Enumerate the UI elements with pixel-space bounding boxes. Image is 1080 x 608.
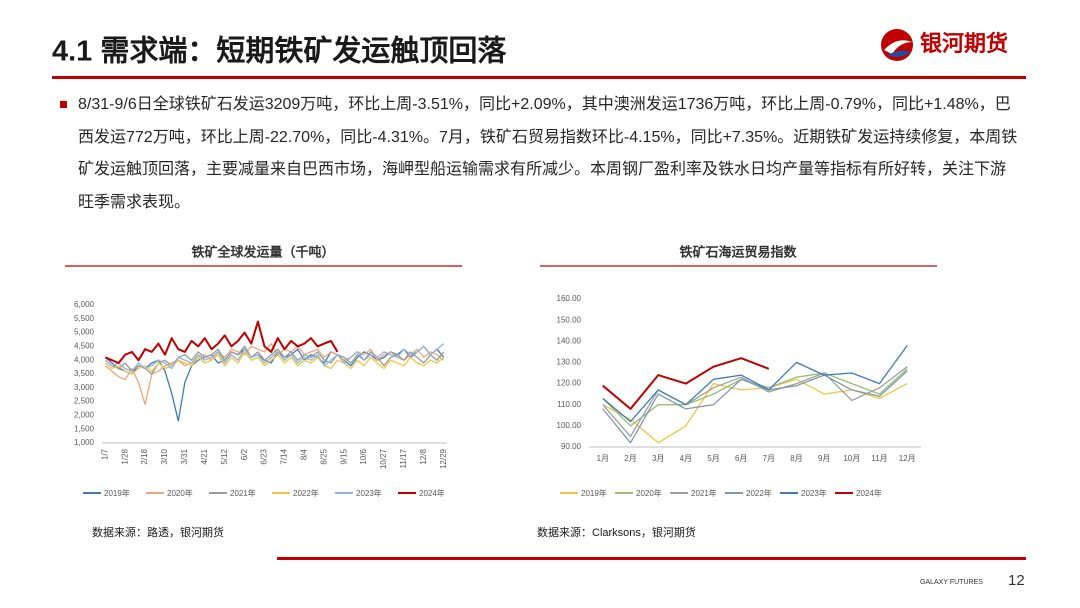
- legend-label: 2021年: [691, 488, 717, 498]
- x-tick-label: 12/29: [439, 448, 448, 469]
- legend-label: 2022年: [293, 488, 319, 498]
- x-tick-label: 5月: [707, 454, 719, 463]
- x-tick-label: 8/4: [299, 448, 308, 460]
- y-tick-label: 5,000: [74, 328, 95, 337]
- x-tick-label: 6月: [735, 454, 747, 463]
- y-tick-label: 2,500: [74, 397, 95, 406]
- series-line: [104, 320, 339, 364]
- x-tick-label: 9月: [818, 454, 830, 463]
- y-tick-label: 100.00: [557, 421, 582, 430]
- x-tick-label: 2/18: [140, 448, 149, 464]
- x-tick-label: 3/10: [160, 448, 169, 464]
- bullet-marker: [60, 101, 67, 108]
- y-tick-label: 160.00: [557, 294, 582, 303]
- source-note: 数据来源：Clarksons，银河期货: [537, 525, 696, 539]
- series-line: [602, 370, 908, 444]
- x-tick-label: 6/2: [240, 448, 249, 460]
- x-tick-label: 10月: [843, 454, 860, 463]
- legend-label: 2020年: [167, 488, 193, 498]
- x-tick-label: 4月: [680, 454, 692, 463]
- x-tick-label: 3/31: [180, 448, 189, 464]
- legend-label: 2022年: [746, 488, 772, 498]
- x-tick-label: 1/28: [120, 448, 129, 464]
- y-tick-label: 3,000: [74, 383, 95, 392]
- footer-rule: [277, 557, 1026, 560]
- title-rule: [52, 76, 1026, 79]
- logo-text: 银河期货: [920, 31, 1008, 56]
- source-note: 数据来源：路透，银河期货: [92, 525, 224, 539]
- y-tick-label: 110.00: [557, 400, 581, 409]
- x-tick-label: 1/7: [100, 448, 109, 460]
- y-tick-label: 1,500: [74, 424, 95, 433]
- legend-label: 2024年: [856, 488, 882, 498]
- x-tick-label: 8/25: [319, 448, 328, 464]
- legend-label: 2023年: [801, 488, 827, 498]
- y-tick-label: 120.00: [557, 379, 582, 388]
- footer-brand: GALAXY FUTURES: [920, 579, 983, 586]
- chart-title: 铁矿石海运贸易指数: [678, 244, 797, 259]
- x-tick-label: 7/14: [280, 448, 289, 464]
- y-tick-label: 4,000: [74, 355, 95, 364]
- y-tick-label: 2,000: [74, 411, 95, 420]
- x-tick-label: 4/21: [200, 448, 209, 464]
- y-tick-label: 4,500: [74, 342, 95, 351]
- page-number: 12: [1008, 572, 1025, 589]
- legend-label: 2024年: [419, 488, 445, 498]
- x-tick-label: 1月: [597, 454, 609, 463]
- legend-label: 2019年: [104, 488, 130, 498]
- legend-label: 2021年: [230, 488, 256, 498]
- x-tick-label: 9/15: [339, 448, 348, 464]
- series-line: [104, 345, 445, 375]
- series-line: [602, 357, 770, 410]
- x-tick-label: 3月: [652, 454, 664, 463]
- x-tick-label: 11/17: [399, 448, 408, 468]
- x-tick-label: 10/27: [379, 448, 388, 469]
- series-line: [602, 368, 908, 427]
- x-tick-label: 12月: [899, 454, 916, 463]
- y-tick-label: 140.00: [557, 336, 582, 345]
- slide-title: 4.1 需求端：短期铁矿发运触顶回落: [52, 34, 507, 68]
- x-tick-label: 10/6: [359, 448, 368, 464]
- legend-label: 2023年: [356, 488, 382, 498]
- legend-label: 2019年: [581, 488, 607, 498]
- x-tick-label: 11月: [871, 454, 887, 463]
- y-tick-label: 1,000: [74, 438, 95, 447]
- y-tick-label: 6,000: [74, 300, 95, 309]
- x-tick-label: 7月: [763, 454, 775, 463]
- bullet-text: 8/31-9/6日全球铁矿石发运3209万吨，环比上周-3.51%，同比+2.0…: [78, 96, 1018, 211]
- legend-label: 2020年: [636, 488, 662, 498]
- logo-mark: [881, 29, 913, 61]
- x-tick-label: 12/8: [419, 448, 428, 464]
- y-tick-label: 130.00: [557, 358, 582, 367]
- x-tick-label: 2月: [624, 454, 636, 463]
- chart-title: 铁矿全球发运量（千吨）: [190, 244, 334, 259]
- series-line: [104, 351, 445, 375]
- x-tick-label: 5/12: [220, 448, 229, 464]
- y-tick-label: 90.00: [561, 442, 582, 451]
- y-tick-label: 5,500: [74, 314, 95, 323]
- x-tick-label: 8月: [790, 454, 802, 463]
- y-tick-label: 3,500: [74, 369, 95, 378]
- series-line: [104, 343, 445, 372]
- series-line: [602, 345, 908, 423]
- x-tick-label: 6/23: [260, 448, 269, 464]
- y-tick-label: 150.00: [557, 315, 582, 324]
